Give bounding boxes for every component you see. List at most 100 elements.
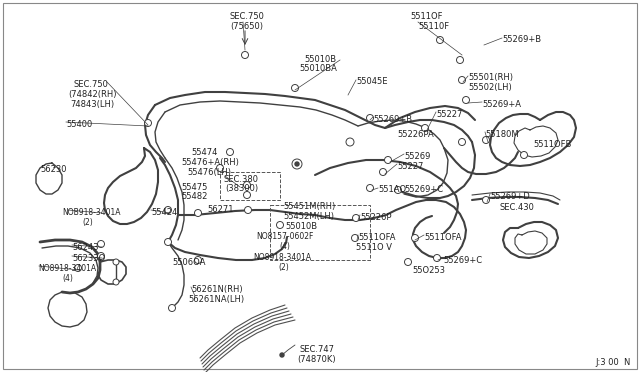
Text: (2): (2) <box>278 263 289 272</box>
Text: J:3 00  N: J:3 00 N <box>595 358 630 367</box>
Text: 56233Ο: 56233Ο <box>72 254 105 263</box>
Text: 55180M: 55180M <box>485 130 518 139</box>
Text: 55269+D: 55269+D <box>490 192 530 201</box>
Circle shape <box>291 84 298 92</box>
Text: (2): (2) <box>82 218 93 227</box>
Circle shape <box>280 353 284 357</box>
Text: (4): (4) <box>62 274 73 283</box>
Text: 55474: 55474 <box>191 148 218 157</box>
Circle shape <box>456 57 463 64</box>
Text: 56271: 56271 <box>207 205 234 214</box>
Text: 55226P: 55226P <box>360 213 392 222</box>
Circle shape <box>367 185 374 192</box>
Text: (74842(RH): (74842(RH) <box>68 90 116 99</box>
Text: NΟ8918-3401A: NΟ8918-3401A <box>253 253 311 262</box>
Text: 5511Ο V: 5511Ο V <box>356 243 392 252</box>
Circle shape <box>353 215 360 221</box>
Circle shape <box>164 206 172 214</box>
Circle shape <box>483 196 490 203</box>
Text: 55482: 55482 <box>181 192 207 201</box>
Circle shape <box>168 305 175 311</box>
Circle shape <box>243 192 250 199</box>
Bar <box>220 172 280 200</box>
Text: 55400: 55400 <box>66 120 92 129</box>
Circle shape <box>292 159 302 169</box>
Text: 5506ΟA: 5506ΟA <box>172 258 205 267</box>
Circle shape <box>351 234 358 241</box>
Text: 55269+B: 55269+B <box>373 115 412 124</box>
Text: 56261NA(LH): 56261NA(LH) <box>188 295 244 304</box>
Text: NΟB918-3401A: NΟB918-3401A <box>62 208 120 217</box>
Text: 74843(LH): 74843(LH) <box>70 100 114 109</box>
Circle shape <box>394 186 401 193</box>
Circle shape <box>346 138 354 146</box>
Circle shape <box>458 77 465 83</box>
Text: 55010B: 55010B <box>304 55 336 64</box>
Text: 55269+C: 55269+C <box>404 185 443 194</box>
Text: SEC.750: SEC.750 <box>230 12 264 21</box>
Text: 55010BA: 55010BA <box>299 64 337 73</box>
Circle shape <box>241 51 248 58</box>
Text: 55501(RH): 55501(RH) <box>468 73 513 82</box>
Circle shape <box>463 96 470 103</box>
Text: 55227: 55227 <box>436 110 462 119</box>
Text: 55502(LH): 55502(LH) <box>468 83 512 92</box>
Text: 55476(LH): 55476(LH) <box>187 168 231 177</box>
Circle shape <box>483 137 490 144</box>
Text: 55Ο253: 55Ο253 <box>412 266 445 275</box>
Circle shape <box>164 238 172 246</box>
Circle shape <box>295 162 299 166</box>
Circle shape <box>195 209 202 217</box>
Text: NΟ8918-3401A: NΟ8918-3401A <box>38 264 96 273</box>
Text: (38300): (38300) <box>225 184 258 193</box>
Bar <box>270 205 370 260</box>
Text: 55451M(RH): 55451M(RH) <box>283 202 335 211</box>
Circle shape <box>520 151 527 158</box>
Text: SEC.380: SEC.380 <box>224 175 259 184</box>
Text: 55269+B: 55269+B <box>502 35 541 44</box>
Text: 55010B: 55010B <box>285 222 317 231</box>
Circle shape <box>367 115 374 122</box>
Circle shape <box>433 254 440 262</box>
Circle shape <box>404 259 412 266</box>
Circle shape <box>195 257 202 263</box>
Circle shape <box>436 36 444 44</box>
Text: (75650): (75650) <box>230 22 264 31</box>
Text: 55269: 55269 <box>404 152 430 161</box>
Text: 5511ΟFA: 5511ΟFA <box>424 233 461 242</box>
Text: 55476+A(RH): 55476+A(RH) <box>181 158 239 167</box>
Text: (4): (4) <box>279 242 290 251</box>
Circle shape <box>412 234 419 241</box>
Text: 55110F: 55110F <box>418 22 449 31</box>
Circle shape <box>244 206 252 214</box>
Text: NΟ8157-0602F: NΟ8157-0602F <box>256 232 314 241</box>
Circle shape <box>113 259 119 265</box>
Text: 5511ΟFA: 5511ΟFA <box>358 233 396 242</box>
Text: SEC.747: SEC.747 <box>299 345 334 354</box>
Text: 55045E: 55045E <box>356 77 387 86</box>
Circle shape <box>385 157 392 164</box>
Circle shape <box>113 279 119 285</box>
Circle shape <box>97 253 104 260</box>
Circle shape <box>227 148 234 155</box>
Text: (74870K): (74870K) <box>297 355 335 364</box>
Text: 55424: 55424 <box>151 208 177 217</box>
Text: 56261N(RH): 56261N(RH) <box>191 285 243 294</box>
Circle shape <box>276 221 284 228</box>
Text: 55475: 55475 <box>181 183 207 192</box>
Text: 55269+C: 55269+C <box>443 256 482 265</box>
Text: 5511ΟFB: 5511ΟFB <box>533 140 572 149</box>
Text: 56243: 56243 <box>72 243 99 252</box>
Circle shape <box>74 264 81 272</box>
Text: 56230: 56230 <box>40 165 67 174</box>
Text: 55452M(LH): 55452M(LH) <box>283 212 334 221</box>
Text: 55226PA: 55226PA <box>397 130 434 139</box>
Circle shape <box>216 164 223 171</box>
Text: 55227: 55227 <box>397 162 424 171</box>
Circle shape <box>380 169 387 176</box>
Text: 551AΟ: 551AΟ <box>378 185 406 194</box>
Circle shape <box>243 182 250 189</box>
Text: SEC.430: SEC.430 <box>500 203 535 212</box>
Circle shape <box>145 119 152 126</box>
Circle shape <box>458 138 465 145</box>
